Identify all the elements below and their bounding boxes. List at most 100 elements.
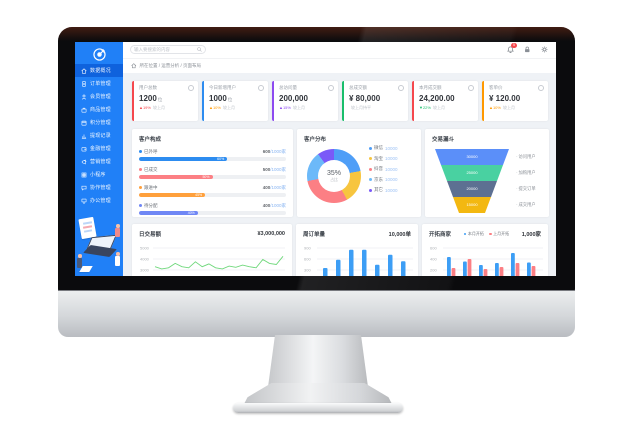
donut-center-value: 35% xyxy=(326,169,341,177)
sidebar-item-chat[interactable]: 协作管理 xyxy=(75,181,123,194)
sidebar-item-app[interactable]: 小程序 xyxy=(75,168,123,181)
composition-value: 500/1000家 xyxy=(262,166,286,172)
panel-title: 开拓商家 xyxy=(429,232,452,238)
panel-customer-distribution: 客户分布 35% 占比 微信 10000 淘宝 10000 抖音 10000 京东 10000… xyxy=(297,129,421,217)
kpi-card[interactable]: 用户总数 1200位 ▲19% 较上月 xyxy=(132,81,198,121)
sidebar-item-calendar[interactable]: 积分管理 xyxy=(75,116,123,129)
kpi-info-icon[interactable] xyxy=(538,85,544,91)
monitor-stand-flare xyxy=(243,383,393,406)
kpi-compare: 较上月 xyxy=(152,105,165,110)
search-input[interactable]: 输入要搜索的内容 xyxy=(130,45,206,54)
grouped-bar-chart: 600 400 200 xyxy=(429,242,543,276)
legend-item[interactable]: 其它 10000 xyxy=(369,187,398,193)
legend-label: 京东 xyxy=(374,176,383,182)
sidebar-item-monitor[interactable]: 办公管理 xyxy=(75,194,123,207)
sidebar-menu: 数据概况 订单管理会员管理商品管理 积分管理 提现记录 金融管理 营销管理小程序协作管理办… xyxy=(75,64,123,207)
kpi-card[interactable]: 总成交额 ¥ 80,000 较上月持平 xyxy=(342,81,408,121)
kpi-info-icon[interactable] xyxy=(258,85,264,91)
funnel-stage-label: -提交订单 xyxy=(516,186,536,191)
sidebar-item-user[interactable]: 会员管理 xyxy=(75,90,123,103)
kpi-card[interactable]: 今日新增用户 1000位 ▲10% 较上月 xyxy=(202,81,268,121)
legend-item[interactable]: 本月开拓 xyxy=(463,231,484,237)
composition-label: 已成交 xyxy=(144,166,158,172)
sidebar-item-chart[interactable]: 提现记录 xyxy=(75,129,123,142)
illustration-laptop-keyboard xyxy=(83,244,117,258)
kpi-value: ¥ 80,000 xyxy=(349,93,381,103)
sidebar-item-briefcase[interactable]: 商品管理 xyxy=(75,103,123,116)
kpi-card[interactable]: 本月成交额 24,200.00 ▼22% 较上月 xyxy=(412,81,478,121)
kpi-card[interactable]: 总访问量 200,000 ▲15% 较上月 xyxy=(272,81,338,121)
donut-center-label: 占比 xyxy=(330,177,338,182)
kpi-trend: ▲10% 较上月 xyxy=(489,105,515,110)
donut-legend: 微信 10000 淘宝 10000 抖音 10000 京东 10000 其它 10000 xyxy=(369,145,398,198)
kpi-card[interactable]: 客单价 ¥ 120.00 ▲10% 较上月 xyxy=(482,81,548,121)
panel-total: 1,000家 xyxy=(521,232,541,238)
kpi-info-icon[interactable] xyxy=(188,85,194,91)
app-logo-icon[interactable] xyxy=(75,42,123,64)
funnel-stage: 15000 xyxy=(453,197,491,213)
composition-value: 400/1000家 xyxy=(262,202,286,208)
legend-label: 淘宝 xyxy=(374,155,383,161)
legend-label: 上月开拓 xyxy=(493,231,510,236)
app-icon xyxy=(81,172,87,177)
settings-gear-icon[interactable] xyxy=(540,45,548,54)
legend-label: 其它 xyxy=(374,187,383,192)
legend-dot xyxy=(369,178,372,181)
legend-dot xyxy=(488,232,492,236)
sidebar-item-home[interactable]: 数据概况 xyxy=(75,64,123,77)
notification-bell-icon[interactable]: 5 xyxy=(506,43,517,54)
kpi-value: 1200位 xyxy=(139,93,163,103)
monitor-stand-neck xyxy=(268,335,368,387)
middle-row: 客户构成 已外呼 600/1000家 60% 已成交 500/1000家 50% 跟进中 40… xyxy=(132,129,549,217)
panel-title: 周订单量 xyxy=(303,232,326,238)
composition-label: 已外呼 xyxy=(144,148,158,154)
kpi-compare: 较上月 xyxy=(292,105,305,110)
lock-icon[interactable] xyxy=(523,45,531,54)
illustration-person xyxy=(115,256,120,266)
composition-value: 600/1000家 xyxy=(262,148,286,154)
legend-item[interactable]: 抖音 10000 xyxy=(369,166,398,172)
progress-track: 60% xyxy=(139,156,286,161)
user-icon xyxy=(81,94,87,100)
sidebar-item-label: 会员管理 xyxy=(90,94,111,100)
kpi-info-icon[interactable] xyxy=(398,85,404,91)
header-icons: 5 xyxy=(506,43,548,54)
legend-item[interactable]: 上月开拓 xyxy=(488,231,510,237)
series-dot xyxy=(139,168,142,171)
kpi-trend: 较上月持平 xyxy=(349,105,404,111)
sidebar-item-label: 小程序 xyxy=(90,172,106,178)
svg-text:300: 300 xyxy=(304,268,311,273)
home-icon xyxy=(131,63,137,69)
kpi-info-icon[interactable] xyxy=(328,85,334,91)
composition-row: 待分配 400/1000家 40% xyxy=(139,202,286,215)
progress-track: 40% xyxy=(139,210,286,215)
illustration-person-head xyxy=(78,254,82,258)
funnel-stage: 20000 xyxy=(447,181,497,197)
legend-value: 10000 xyxy=(385,177,398,182)
funnel-stage-label: -访问用户 xyxy=(516,154,536,159)
breadcrumb-text[interactable]: 所在位置 / 运营分析 / 页面布局 xyxy=(139,63,202,68)
funnel-stage-label: -加购用户 xyxy=(516,170,536,175)
legend-item[interactable]: 京东 10000 xyxy=(369,177,398,183)
kpi-unit: 位 xyxy=(157,96,163,102)
panel-weekly-orders: 周订单量 10,000单 900 600 300 xyxy=(296,224,418,276)
funnel-chart: 30000 25000 20000 15000 xyxy=(432,149,512,213)
legend-dot xyxy=(369,146,372,150)
sidebar-item-wallet[interactable]: 金融管理 xyxy=(75,142,123,155)
kpi-label: 用户总数 xyxy=(139,85,157,90)
panel-title: 日交易额 xyxy=(139,232,162,238)
kpi-compare: 较上月持平 xyxy=(351,105,371,110)
legend-item[interactable]: 微信 10000 xyxy=(369,145,398,151)
legend-dot xyxy=(463,232,467,236)
funnel-stage: 30000 xyxy=(435,149,509,165)
sidebar-item-megaphone[interactable]: 营销管理 xyxy=(75,155,123,168)
svg-text:5000: 5000 xyxy=(140,246,150,251)
bottom-row: 日交易额 ¥3,000,000 5000 4000 3000 周订单量 10,000… xyxy=(132,224,548,276)
legend-item[interactable]: 淘宝 10000 xyxy=(369,156,398,162)
file-icon xyxy=(82,80,86,87)
funnel-stage-label: -成交用户 xyxy=(516,202,536,207)
progress-track: 45% xyxy=(139,192,286,197)
sidebar-item-file[interactable]: 订单管理 xyxy=(75,77,123,90)
line-chart: 5000 4000 3000 xyxy=(139,242,285,276)
kpi-info-icon[interactable] xyxy=(468,85,474,91)
